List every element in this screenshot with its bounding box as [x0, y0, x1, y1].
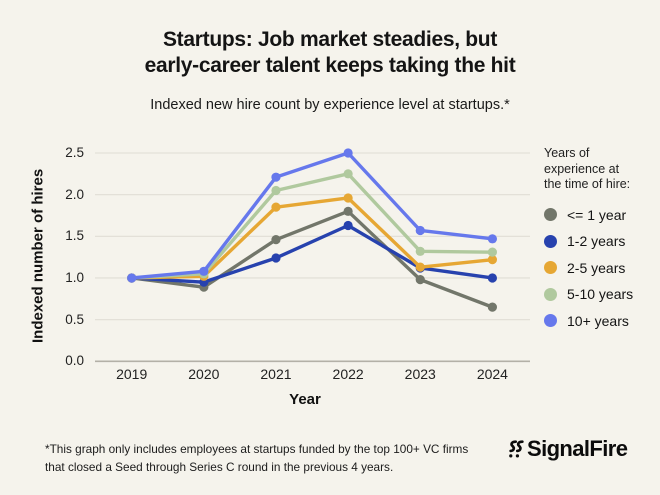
y-tick-label: 1.0 — [65, 269, 84, 285]
series-point — [271, 253, 281, 263]
legend-items: <= 1 year 1-2 years 2-5 years 5-10 years 10+… — [544, 202, 658, 335]
series-point — [343, 169, 353, 179]
x-axis-title: Year — [289, 391, 321, 408]
x-tick-label: 2020 — [188, 366, 220, 382]
legend-item: 1-2 years — [544, 228, 658, 255]
series-point — [271, 202, 281, 212]
legend-label: 5-10 years — [567, 286, 634, 303]
series-point — [487, 273, 497, 283]
legend-label: <= 1 year — [567, 206, 627, 223]
brand-name: SignalFire — [527, 436, 628, 461]
series-point — [487, 255, 497, 265]
y-tick-label: 2.5 — [65, 145, 84, 160]
legend-label: 1-2 years — [567, 233, 626, 250]
series-point — [343, 148, 353, 158]
signalfire-logo-icon — [509, 440, 524, 458]
y-tick-label: 0.0 — [65, 353, 84, 369]
y-tick-label: 1.5 — [65, 228, 84, 244]
series-point — [415, 246, 425, 256]
legend: Years of experience at the time of hire:… — [544, 146, 658, 334]
x-tick-label: 2022 — [332, 366, 364, 382]
series-point — [199, 266, 209, 276]
series-point — [271, 172, 281, 182]
legend-dot-icon — [544, 234, 557, 248]
series-point — [271, 185, 281, 196]
legend-dot-icon — [544, 314, 557, 328]
series-line--1-year — [129, 209, 495, 309]
x-tick-label: 2021 — [260, 366, 292, 382]
series-point — [343, 220, 353, 231]
series-point — [127, 273, 137, 283]
series-point — [343, 206, 353, 216]
legend-item: 10+ years — [544, 308, 658, 335]
legend-item: 2-5 years — [544, 255, 658, 282]
y-tick-label: 2.0 — [65, 186, 84, 202]
series-line-1-2-years — [129, 223, 495, 284]
y-axis-title: Indexed number of hires — [29, 168, 47, 344]
series-point — [415, 225, 425, 236]
series-line-2-5-years — [129, 196, 495, 280]
series-point — [271, 235, 281, 245]
y-tick-label: 0.5 — [65, 311, 84, 327]
chart-title: Startups: Job market steadies, but early… — [144, 28, 516, 77]
legend-dot-icon — [544, 287, 557, 301]
series-point — [343, 193, 353, 203]
series-point — [487, 247, 497, 257]
series-point — [487, 302, 497, 312]
legend-title: Years of experience at the time of hire: — [544, 146, 631, 191]
x-tick-label: 2024 — [476, 366, 508, 382]
series-point — [415, 275, 425, 285]
legend-dot-icon — [544, 208, 557, 222]
brand-logo: SignalFire — [508, 436, 628, 462]
x-tick-label: 2019 — [116, 366, 148, 382]
legend-item: <= 1 year — [544, 202, 658, 229]
x-tick-label: 2023 — [404, 366, 436, 382]
series-line-10+-years — [129, 151, 495, 280]
legend-dot-icon — [544, 261, 557, 275]
series-point — [415, 262, 425, 272]
series-line-5-10-years — [129, 172, 495, 280]
footnote: *This graph only includes employees at s… — [45, 442, 469, 474]
legend-label: 2-5 years — [567, 259, 626, 276]
legend-label: 10+ years — [567, 312, 629, 329]
series-point — [487, 234, 497, 244]
chart-subtitle: Indexed new hire count by experience lev… — [150, 97, 510, 113]
legend-item: 5-10 years — [544, 281, 658, 308]
